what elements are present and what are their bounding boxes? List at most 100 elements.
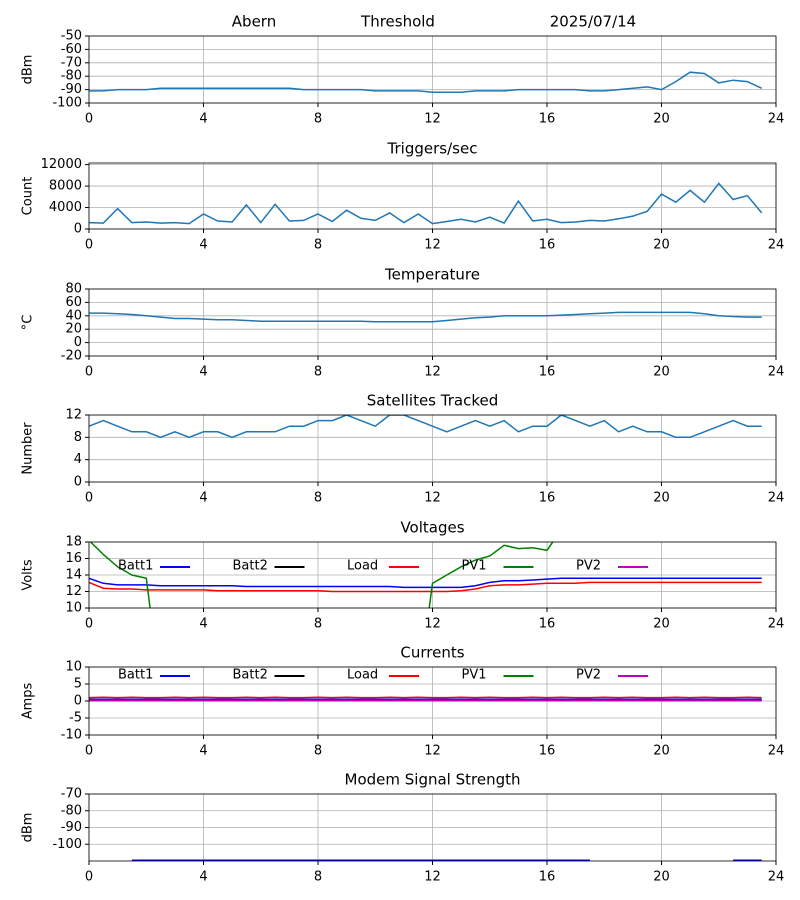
x-tick-label: 24	[768, 870, 785, 885]
x-tick-label: 12	[424, 112, 441, 127]
y-axis-label: dBm	[21, 55, 36, 85]
panel: Triggers/sec Count 0 4000 8000 12000 0 4 8 12 16 20…	[21, 140, 785, 253]
x-tick-label: 20	[653, 112, 670, 127]
y-tick-label: 4000	[49, 200, 82, 215]
y-tick-label: 5	[74, 677, 82, 692]
y-tick-label: 8000	[49, 179, 82, 194]
x-tick-label: 4	[199, 238, 207, 253]
series-line	[89, 577, 762, 589]
chart-title: Abern	[232, 13, 276, 31]
x-tick-label: 20	[653, 744, 670, 759]
y-axis-label: Number	[21, 422, 36, 475]
y-tick-label: -70	[61, 55, 82, 70]
legend-label: PV1	[462, 668, 487, 683]
y-tick-label: 40	[65, 308, 82, 323]
x-tick-label: 0	[85, 870, 93, 885]
x-tick-label: 4	[199, 744, 207, 759]
x-tick-label: 0	[85, 491, 93, 506]
x-tick-label: 20	[653, 491, 670, 506]
legend-label: Load	[347, 559, 378, 574]
x-tick-label: 24	[768, 365, 785, 380]
y-tick-label: -80	[61, 803, 82, 818]
legend-label: Batt1	[118, 559, 153, 574]
x-tick-label: 0	[85, 365, 93, 380]
y-tick-label: 0	[74, 694, 82, 709]
x-tick-label: 8	[314, 112, 322, 127]
y-tick-label: 12000	[41, 157, 82, 172]
x-tick-label: 0	[85, 744, 93, 759]
x-tick-label: 4	[199, 617, 207, 632]
series-line	[89, 415, 762, 439]
y-tick-label: 18	[65, 535, 82, 550]
legend-label: PV1	[462, 559, 487, 574]
axes-frame	[88, 414, 777, 483]
y-tick-label: 10	[65, 601, 82, 616]
y-tick-label: -90	[61, 820, 82, 835]
chart-title: Satellites Tracked	[367, 392, 498, 410]
chart-title: Triggers/sec	[387, 140, 478, 158]
chart-title: 2025/07/14	[550, 13, 636, 31]
y-tick-label: 20	[65, 322, 82, 337]
y-tick-label: 0	[74, 222, 82, 237]
y-tick-label: -100	[52, 96, 82, 111]
x-tick-label: 24	[768, 112, 785, 127]
chart-title: Voltages	[400, 519, 464, 537]
x-tick-label: 24	[768, 744, 785, 759]
x-tick-label: 0	[85, 238, 93, 253]
y-tick-label: -20	[61, 349, 82, 364]
x-tick-label: 20	[653, 365, 670, 380]
x-tick-label: 8	[314, 870, 322, 885]
y-tick-label: -50	[61, 29, 82, 44]
x-tick-label: 12	[424, 238, 441, 253]
y-tick-label: 80	[65, 282, 82, 297]
y-tick-label: 12	[65, 584, 82, 599]
x-tick-label: 24	[768, 491, 785, 506]
series-line	[89, 581, 762, 593]
y-tick-label: -10	[61, 728, 82, 743]
x-tick-label: 4	[199, 491, 207, 506]
x-tick-label: 8	[314, 238, 322, 253]
series-line	[89, 311, 762, 323]
x-tick-label: 8	[314, 744, 322, 759]
x-tick-label: 20	[653, 238, 670, 253]
y-axis-label: Count	[21, 177, 36, 216]
x-tick-label: 16	[539, 238, 556, 253]
y-tick-label: -60	[61, 42, 82, 57]
axes-frame	[88, 793, 777, 862]
y-tick-label: -90	[61, 82, 82, 97]
y-tick-label: 4	[74, 452, 82, 467]
y-tick-label: 10	[65, 660, 82, 675]
legend-label: Batt2	[233, 559, 268, 574]
y-tick-label: 0	[74, 475, 82, 490]
axes-frame	[88, 288, 777, 357]
x-tick-label: 12	[424, 617, 441, 632]
x-tick-label: 0	[85, 617, 93, 632]
x-tick-label: 16	[539, 365, 556, 380]
legend-label: PV2	[576, 559, 601, 574]
y-axis-label: °C	[21, 315, 36, 331]
x-tick-label: 12	[424, 744, 441, 759]
x-tick-label: 4	[199, 870, 207, 885]
y-tick-label: 14	[65, 568, 82, 583]
axes-frame	[88, 162, 777, 230]
axes-frame	[88, 666, 777, 736]
x-tick-label: 12	[424, 491, 441, 506]
x-tick-label: 16	[539, 491, 556, 506]
legend-label: Batt1	[118, 668, 153, 683]
legend-label: Load	[347, 668, 378, 683]
y-axis-label: Amps	[21, 682, 36, 719]
y-tick-label: 8	[74, 430, 82, 445]
x-tick-label: 16	[539, 112, 556, 127]
x-tick-label: 12	[424, 365, 441, 380]
y-tick-label: 0	[74, 335, 82, 350]
legend-label: Batt2	[233, 668, 268, 683]
y-tick-label: -5	[69, 711, 82, 726]
x-tick-label: 4	[199, 112, 207, 127]
y-axis-label: Volts	[21, 559, 36, 591]
series-line	[89, 182, 763, 225]
chart-title: Threshold	[360, 13, 435, 31]
series-line	[89, 71, 763, 94]
